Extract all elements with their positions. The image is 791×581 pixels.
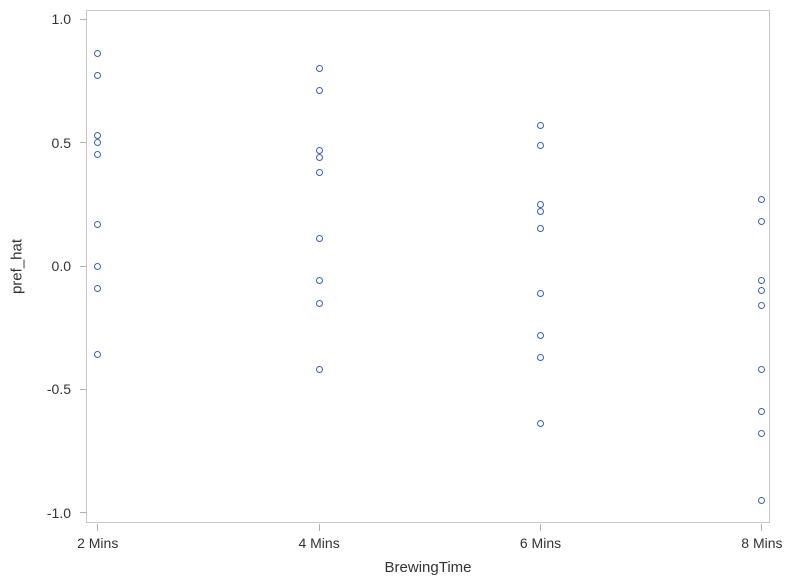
data-point [315,153,323,161]
data-point [94,151,102,159]
y-tick-label: 0.5 [51,134,71,151]
data-point [537,420,544,428]
y-tick-label: 1.0 [51,11,71,28]
data-point [537,289,544,297]
data-point [758,366,766,374]
data-point [537,353,544,361]
data-point [537,200,544,208]
y-tick-label: 0.0 [51,258,71,274]
data-point [537,208,544,216]
data-point [94,284,102,292]
data-point [94,351,102,359]
data-point [758,430,766,438]
y-tick [80,142,87,144]
data-point [94,139,102,147]
data-point [94,220,102,228]
data-point [758,408,766,416]
data-point [758,496,766,504]
x-tick-label: 8 Mins [741,535,783,551]
x-axis-title: BrewingTime [384,559,472,576]
data-point [315,366,323,374]
data-point [315,235,323,243]
data-point [758,195,766,203]
data-point [537,225,544,233]
y-axis-title: pref_hat [8,238,26,295]
data-point [94,131,102,139]
data-point [758,218,766,226]
y-tick-label: -0.5 [46,381,71,398]
y-tick [80,18,87,20]
x-tick [97,524,99,531]
data-point [94,50,102,58]
x-tick [318,524,320,531]
data-point [94,262,102,270]
data-point [315,65,323,73]
data-point [758,287,766,295]
data-point [94,72,102,80]
x-tick-label: 4 Mins [298,535,340,551]
data-point [758,277,766,285]
points-layer [87,11,769,522]
plot-area: 1.0 0.5 0.0 -0.5 -1.0 2 Mins 4 Mins 6 Mins 8 Min… [47,10,783,551]
data-point [315,146,323,154]
data-point [537,141,544,149]
x-tick [540,524,541,531]
data-point [537,121,544,129]
data-point [315,168,323,176]
x-tick-label: 6 Mins [519,535,562,551]
data-point [315,277,323,285]
x-tick [761,524,763,531]
y-tick [80,265,87,267]
data-point [537,331,544,339]
y-tick-label: -1.0 [46,504,71,521]
x-tick-label: 2 Mins [77,535,119,551]
y-tick [80,388,87,390]
data-point [315,299,323,307]
y-tick [80,512,87,514]
data-point [315,87,323,95]
data-point [758,301,766,309]
